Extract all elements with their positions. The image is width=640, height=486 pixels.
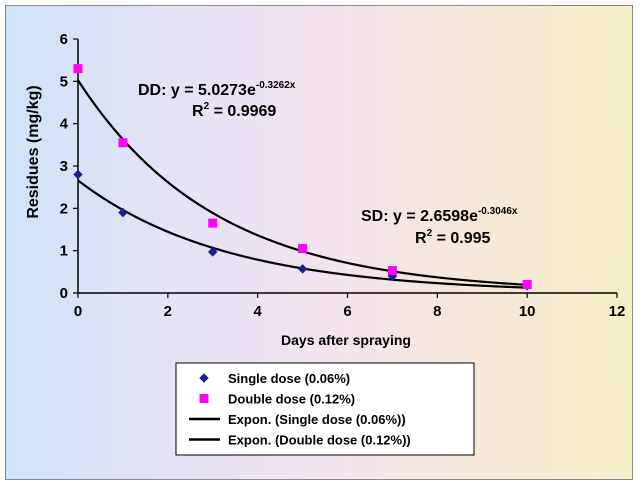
sd-r2-value: = 0.995 (432, 230, 490, 247)
y-tick-label: 1 (60, 243, 68, 260)
y-tick-label: 6 (60, 31, 68, 48)
legend-items: Single dose (0.06%) Double dose (0.12%) Ex… (189, 371, 411, 448)
sd-r2: R2 = 0.995 (415, 228, 491, 247)
legend-box (175, 362, 475, 456)
sd-r2-label: R (415, 230, 427, 247)
dd-equation: DD: y = 5.0273e-0.3262x (138, 80, 296, 99)
y-tick-label: 5 (60, 73, 68, 90)
dd-r2-label: R (192, 103, 204, 120)
legend: Single dose (0.06%) Double dose (0.12%) Ex… (175, 362, 475, 456)
dd-r2-sup: 2 (204, 101, 210, 112)
x-tick-label: 10 (519, 303, 536, 320)
y-tick-label: 3 (60, 158, 68, 175)
legend-double-dose-marker (199, 394, 209, 403)
y-tick-label: 4 (60, 116, 69, 133)
x-tick-label: 12 (609, 303, 626, 320)
x-tick-label: 4 (253, 303, 262, 320)
legend-expon-single-label: Expon. (Single dose (0.06%)) (228, 412, 406, 427)
sd-r2-sup: 2 (427, 228, 433, 239)
legend-single-dose: Single dose (0.06%) (199, 371, 350, 386)
single-dose-point (118, 207, 128, 218)
legend-expon-single: Expon. (Single dose (0.06%)) (189, 412, 406, 427)
sd-equation-main: SD: y = 2.6598e (361, 208, 478, 225)
legend-double-dose: Double dose (0.12%) (199, 392, 355, 407)
sd-equation: SD: y = 2.6598e-0.3046x (361, 206, 518, 225)
dd-r2-value: = 0.9969 (209, 103, 276, 120)
double-dose-point (522, 280, 532, 290)
y-axis-title: Residues (mg/kg) (25, 85, 42, 218)
legend-expon-double-label: Expon. (Double dose (0.12%)) (228, 433, 411, 448)
legend-single-dose-label: Single dose (0.06%) (228, 371, 350, 386)
dd-r2: R2 = 0.9969 (192, 101, 276, 120)
dd-equation-main: DD: y = 5.0273e (138, 82, 256, 99)
trendlines (77, 79, 528, 289)
y-tick-label: 0 (60, 285, 68, 302)
x-tick-label: 2 (164, 303, 172, 320)
legend-single-dose-marker (199, 373, 209, 383)
legend-double-dose-label: Double dose (0.12%) (228, 392, 355, 407)
x-tick-label: 8 (433, 303, 441, 320)
legend-expon-double: Expon. (Double dose (0.12%)) (189, 433, 411, 448)
single-dose-point (297, 264, 308, 274)
data-markers (73, 64, 533, 291)
double-dose-point (118, 138, 128, 148)
trendline-double-dose (77, 79, 528, 286)
double-dose-point (208, 218, 218, 228)
single-dose-point (73, 169, 83, 180)
y-tick-label: 2 (60, 200, 68, 217)
double-dose-point (298, 244, 308, 254)
x-axis-title: Days after spraying (281, 332, 411, 348)
double-dose-point (73, 64, 83, 74)
dd-equation-exponent: -0.3262x (256, 80, 296, 91)
x-tick-label: 6 (343, 303, 351, 320)
chart-frame: 0 1 2 3 4 5 6 0 2 4 6 8 10 12 Residues (mg/kg) Days a… (5, 5, 633, 480)
sd-equation-exponent: -0.3046x (478, 206, 518, 217)
single-dose-point (207, 247, 218, 257)
double-dose-point (387, 266, 397, 276)
x-tick-label: 0 (74, 303, 82, 320)
